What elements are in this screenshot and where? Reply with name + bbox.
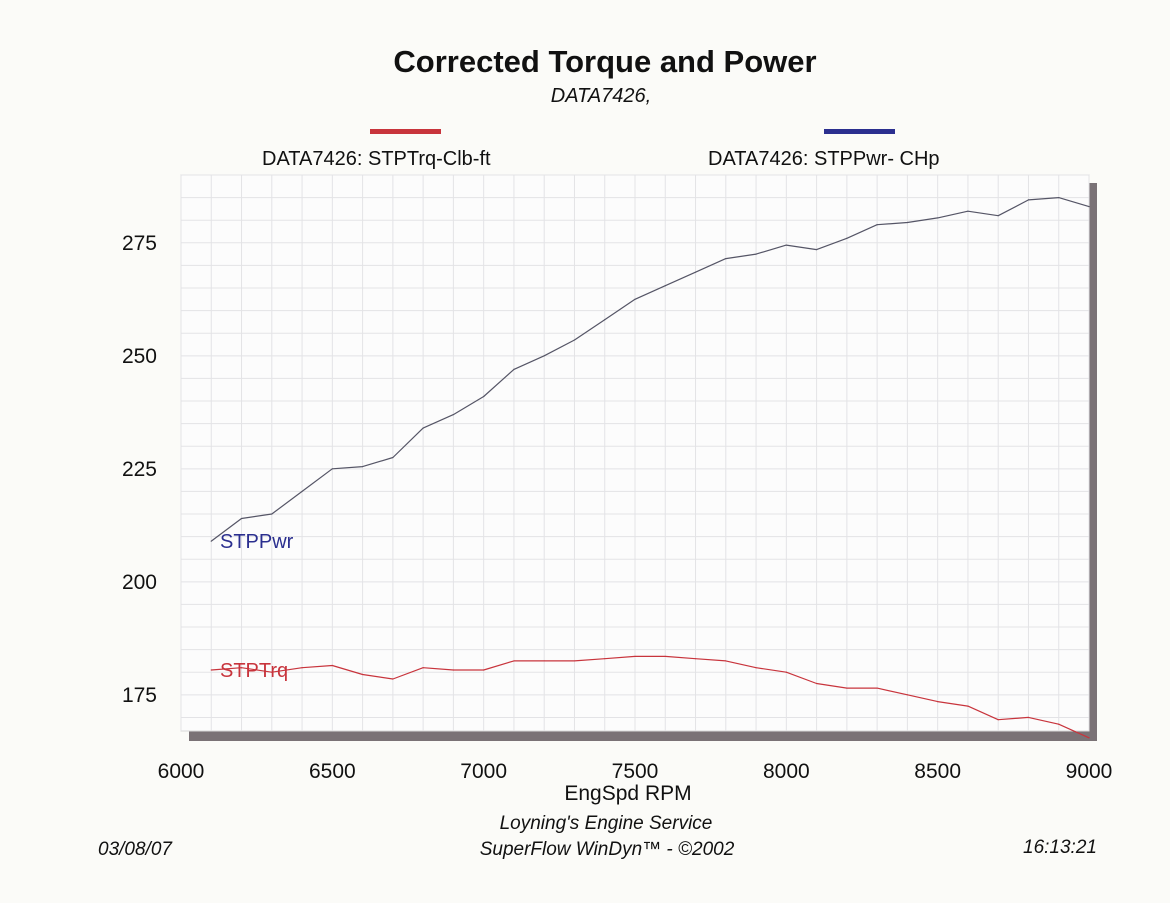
series-point-stptrq	[452, 669, 454, 671]
series-point-stppwr	[543, 355, 545, 357]
series-point-stptrq	[543, 660, 545, 662]
series-point-stptrq	[906, 694, 909, 696]
series-point-stptrq	[846, 687, 848, 689]
series-point-stppwr	[392, 456, 394, 459]
series-point-stptrq	[1088, 737, 1090, 739]
series-point-stptrq	[513, 660, 515, 662]
series-point-stppwr	[1088, 206, 1090, 208]
footer-company: Loyning's Engine Service	[499, 813, 713, 834]
series-point-stppwr	[846, 237, 848, 239]
y-tick-label: 250	[122, 345, 157, 368]
series-point-stppwr	[634, 298, 636, 300]
series-point-stppwr	[483, 395, 485, 398]
series-point-stptrq	[573, 660, 576, 662]
series-label-stppwr: STPPwr	[220, 531, 294, 553]
series-point-stptrq	[816, 682, 818, 685]
series-point-stppwr	[513, 368, 515, 370]
series-point-stppwr	[906, 221, 909, 224]
series-point-stptrq	[301, 667, 303, 669]
series-point-stppwr	[362, 465, 364, 468]
series-point-stptrq	[694, 658, 697, 660]
series-point-stppwr	[664, 285, 666, 287]
x-tick-label: 8500	[914, 760, 961, 783]
y-tick-label: 200	[122, 571, 157, 594]
series-point-stppwr	[1027, 199, 1030, 201]
series-point-stptrq	[362, 673, 364, 676]
series-point-stptrq	[1058, 723, 1060, 725]
series-point-stppwr	[725, 258, 727, 260]
series-point-stptrq	[967, 705, 969, 707]
series-point-stppwr	[271, 513, 273, 515]
footer-date: 03/08/07	[98, 839, 172, 860]
series-point-stptrq	[755, 667, 757, 669]
series-point-stptrq	[785, 671, 787, 673]
series-point-stptrq	[331, 664, 333, 667]
series-point-stppwr	[694, 271, 697, 273]
legend-swatch-torque	[370, 129, 441, 134]
series-line-stppwr	[210, 197, 1090, 542]
legend-label-torque: DATA7426: STPTrq-Clb-ft	[262, 148, 491, 170]
series-point-stppwr	[997, 215, 999, 217]
y-tick-label: 275	[122, 232, 157, 255]
plot-shadow-right	[1089, 183, 1097, 741]
legend-label-power: DATA7426: STPPwr- CHp	[708, 148, 940, 170]
x-tick-label: 7500	[612, 760, 659, 783]
series-point-stppwr	[573, 339, 576, 341]
series-point-stppwr	[967, 210, 969, 212]
series-point-stptrq	[997, 719, 999, 721]
x-tick-label: 6500	[309, 760, 356, 783]
series-line-stptrq	[211, 655, 1090, 739]
plot-shadow-bottom	[189, 731, 1097, 741]
footer-time: 16:13:21	[1023, 837, 1097, 858]
series-point-stppwr	[240, 517, 243, 520]
series-point-stptrq	[422, 667, 424, 669]
x-tick-label: 7000	[460, 760, 507, 783]
series-point-stptrq	[240, 667, 243, 669]
series-point-stptrq	[604, 658, 606, 660]
series-point-stppwr	[301, 490, 303, 493]
x-tick-label: 9000	[1066, 760, 1113, 783]
series-point-stppwr	[210, 540, 212, 542]
series-point-stppwr	[816, 248, 818, 251]
y-tick-label: 175	[122, 684, 157, 707]
series-point-stptrq	[937, 701, 939, 703]
series-point-stptrq	[876, 687, 878, 689]
series-point-stppwr	[452, 413, 454, 416]
series-point-stppwr	[785, 244, 787, 246]
series-point-stptrq	[1027, 716, 1030, 719]
series-point-stptrq	[725, 660, 727, 662]
y-tick-label: 225	[122, 458, 157, 481]
series-point-stppwr	[604, 319, 606, 321]
series-point-stppwr	[331, 468, 333, 470]
series-point-stppwr	[1058, 197, 1060, 199]
legend-swatch-power	[824, 129, 895, 134]
x-tick-label: 8000	[763, 760, 810, 783]
series-point-stptrq	[483, 669, 485, 671]
x-tick-label: 6000	[158, 760, 205, 783]
series-point-stppwr	[755, 253, 757, 255]
series-point-stptrq	[664, 655, 666, 658]
series-point-stppwr	[422, 427, 424, 429]
series-label-stptrq: STPTrq	[220, 660, 288, 682]
series-point-stptrq	[392, 678, 394, 680]
x-axis-label: EngSpd RPM	[564, 782, 692, 805]
footer-software: SuperFlow WinDyn™ - ©2002	[479, 839, 735, 860]
chart-title: Corrected Torque and Power	[393, 44, 817, 79]
series-point-stptrq	[271, 671, 273, 673]
series-point-stptrq	[210, 669, 212, 671]
series-point-stppwr	[876, 224, 878, 226]
series-point-stptrq	[634, 655, 636, 658]
series-point-stppwr	[937, 217, 939, 219]
chart-subtitle: DATA7426,	[550, 85, 652, 107]
